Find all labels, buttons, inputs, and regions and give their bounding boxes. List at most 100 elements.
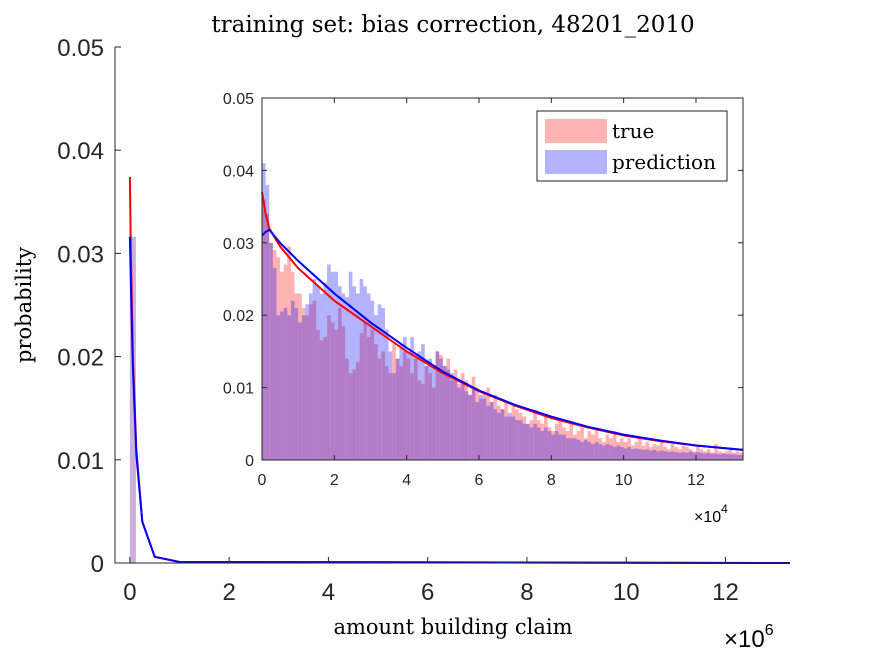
- hist-bar-true: [439, 355, 443, 460]
- hist-bar-true: [453, 369, 458, 460]
- hist-bar-true: [645, 441, 649, 460]
- hist-bar-prediction: [265, 184, 270, 460]
- hist-bar-prediction: [522, 423, 527, 460]
- hist-bar-prediction: [511, 416, 516, 460]
- hist-bar-true: [677, 449, 682, 460]
- hist-bar-true: [482, 391, 487, 460]
- hist-bar-true: [522, 416, 527, 460]
- hist-bar-true: [634, 441, 639, 460]
- hist-bar-prediction: [685, 452, 689, 460]
- hist-bar-prediction: [648, 450, 653, 460]
- hist-bar-prediction: [493, 409, 498, 460]
- hist-bar-prediction: [598, 444, 602, 460]
- hist-bar-true: [356, 362, 360, 460]
- hist-bar-prediction: [406, 351, 411, 460]
- hist-bar-true: [656, 445, 660, 460]
- hist-bar-true: [627, 438, 631, 460]
- hist-bar-prediction: [294, 307, 299, 460]
- hist-bar-prediction: [413, 358, 418, 460]
- legend-swatch-true: [545, 119, 607, 143]
- hist-bar-prediction: [489, 402, 494, 460]
- hist-bar-true: [526, 423, 530, 460]
- hist-bar-true: [504, 402, 508, 460]
- hist-bar-prediction: [435, 351, 440, 460]
- hist-bar-true: [370, 329, 375, 460]
- inset-frame: [261, 97, 744, 461]
- main-x-tick-label: 4: [322, 579, 335, 606]
- hist-bar-prediction: [591, 444, 595, 460]
- hist-bar-true: [601, 441, 606, 460]
- hist-bar-prediction: [677, 452, 682, 460]
- hist-bar-prediction: [699, 452, 704, 460]
- hist-bar-true: [298, 293, 302, 460]
- hist-bar-prediction: [359, 279, 364, 460]
- hist-bar-true: [294, 293, 299, 460]
- inset-curve-prediction: [261, 228, 744, 451]
- x-exponent-base: ×10: [724, 626, 765, 653]
- hist-bar-true: [717, 451, 722, 460]
- hist-bar-true: [703, 451, 707, 460]
- hist-bar-true: [620, 438, 624, 460]
- hist-bar-true: [667, 449, 671, 460]
- hist-bar-true: [580, 427, 584, 460]
- hist-bar-true: [334, 329, 338, 460]
- hist-bar-true: [497, 405, 501, 460]
- hist-bar-prediction: [659, 450, 664, 460]
- hist-bar-true: [576, 431, 581, 460]
- hist-bar-prediction: [388, 351, 393, 460]
- x-exponent-label: ×106: [724, 622, 774, 653]
- hist-bar-prediction: [366, 293, 371, 460]
- x-exponent-power: 6: [765, 622, 774, 639]
- hist-bar-true: [540, 423, 545, 460]
- hist-bar-true: [706, 449, 711, 460]
- hist-bar-prediction: [580, 441, 584, 460]
- hist-bar-true: [594, 427, 599, 460]
- hist-bar-true: [688, 449, 693, 460]
- hist-bar-prediction: [612, 446, 617, 460]
- hist-bar-true: [269, 242, 273, 460]
- hist-bar-prediction: [692, 452, 696, 460]
- hist-bar-true: [533, 409, 537, 460]
- hist-bar-prediction: [670, 451, 675, 460]
- hist-bar-prediction: [576, 439, 581, 460]
- legend-label-prediction: prediction: [612, 150, 716, 174]
- hist-bar-true: [464, 380, 469, 460]
- hist-bar-prediction: [334, 271, 338, 460]
- hist-bar-prediction: [446, 369, 451, 460]
- hist-bar-prediction: [330, 271, 335, 460]
- hist-bar-true: [450, 380, 454, 460]
- hist-bar-prediction: [536, 427, 541, 460]
- hist-bar-true: [500, 409, 505, 460]
- hist-bar-prediction: [392, 373, 396, 460]
- main-series-prediction: [128, 236, 791, 564]
- hist-bar-true: [327, 315, 331, 460]
- hist-bar-true: [352, 369, 357, 460]
- main-chart: training set: bias correction, 48201_201…: [12, 12, 791, 653]
- inset-x-tick-label: 0: [258, 472, 267, 489]
- inset-x-tick-label: 8: [547, 472, 556, 489]
- inset-x-tick-label: 6: [475, 472, 484, 489]
- hist-bar-true: [442, 365, 447, 460]
- hist-bar-true: [695, 445, 700, 460]
- hist-bar-prediction: [381, 307, 385, 460]
- hist-bar-prediction: [721, 453, 725, 460]
- hist-bar-prediction: [732, 454, 736, 460]
- main-x-tick-label: 12: [712, 579, 739, 606]
- hist-bar-true: [507, 416, 512, 460]
- hist-bar-true: [410, 373, 414, 460]
- hist-bar-prediction: [609, 445, 613, 460]
- hist-bar-prediction: [287, 315, 291, 460]
- hist-bar-true: [424, 365, 429, 460]
- hist-bar-prediction: [728, 454, 733, 460]
- hist-bar-prediction: [301, 315, 306, 460]
- chart-title: training set: bias correction, 48201_201…: [211, 12, 694, 38]
- hist-bar-true: [692, 451, 696, 460]
- hist-bar-prediction: [601, 445, 606, 460]
- hist-bar-true: [638, 438, 642, 460]
- inset-y-tick-label: 0.04: [223, 163, 254, 180]
- hist-bar-prediction: [695, 452, 700, 460]
- hist-bar-true: [460, 373, 465, 460]
- hist-bar-prediction: [681, 452, 686, 460]
- hist-bar-true: [710, 452, 715, 460]
